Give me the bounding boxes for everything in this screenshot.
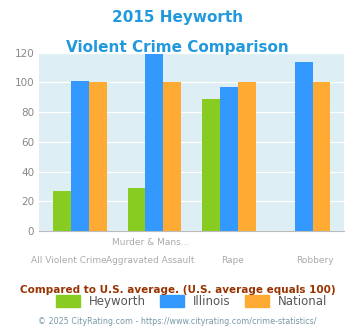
Text: © 2025 CityRating.com - https://www.cityrating.com/crime-statistics/: © 2025 CityRating.com - https://www.city… [38, 317, 317, 326]
Text: 2015 Heyworth: 2015 Heyworth [112, 10, 243, 25]
Bar [89, 82, 106, 231]
Bar [71, 81, 89, 231]
Text: Robbery: Robbery [296, 256, 334, 265]
Text: Aggravated Assault: Aggravated Assault [106, 256, 195, 265]
Bar [202, 99, 220, 231]
Text: Compared to U.S. average. (U.S. average equals 100): Compared to U.S. average. (U.S. average … [20, 285, 335, 295]
Bar [238, 82, 256, 231]
Text: Violent Crime Comparison: Violent Crime Comparison [66, 40, 289, 54]
Bar [53, 191, 71, 231]
Text: Murder & Mans...: Murder & Mans... [112, 238, 189, 247]
Bar [146, 54, 163, 231]
Legend: Heyworth, Illinois, National: Heyworth, Illinois, National [51, 290, 332, 313]
Text: Rape: Rape [221, 256, 244, 265]
Bar [312, 82, 331, 231]
Text: All Violent Crime: All Violent Crime [31, 256, 106, 265]
Bar [163, 82, 181, 231]
Bar [220, 87, 238, 231]
Bar [295, 62, 312, 231]
Bar [127, 188, 146, 231]
